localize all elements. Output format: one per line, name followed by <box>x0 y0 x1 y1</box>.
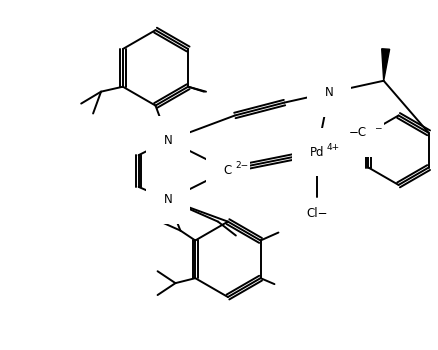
Polygon shape <box>381 49 390 81</box>
Text: N: N <box>325 86 333 99</box>
Text: −C: −C <box>348 126 367 139</box>
Text: 2−: 2− <box>235 161 248 170</box>
Text: C: C <box>224 163 232 176</box>
Text: N: N <box>164 134 173 147</box>
Text: Pd: Pd <box>310 146 325 159</box>
Text: 4+: 4+ <box>326 143 339 152</box>
Text: −: − <box>374 124 382 132</box>
Text: Cl−: Cl− <box>307 207 328 220</box>
Text: N: N <box>164 193 173 206</box>
